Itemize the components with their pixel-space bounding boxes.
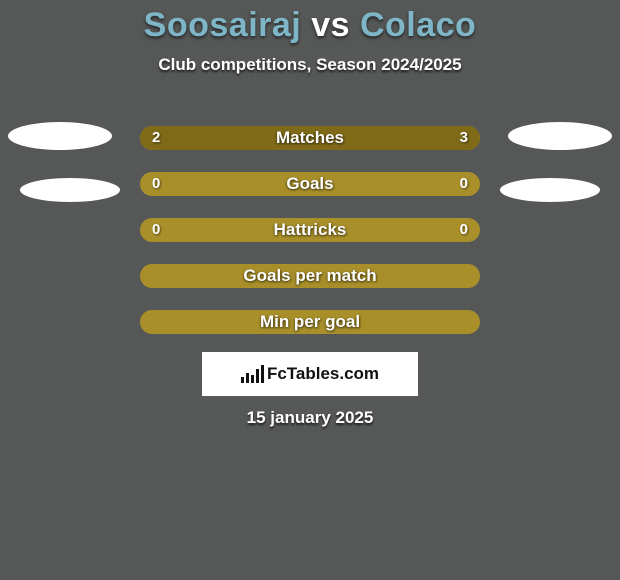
- stat-row: Min per goal: [0, 304, 620, 350]
- comparison-infographic: Soosairaj vs Colaco Club competitions, S…: [0, 0, 620, 580]
- title-vs: vs: [311, 6, 350, 44]
- brand-text: FcTables.com: [267, 364, 379, 384]
- stat-bar-track: [140, 126, 480, 150]
- stat-bar-track: [140, 218, 480, 242]
- stat-bar-fill-left: [140, 126, 276, 150]
- stat-row: Goals00: [0, 166, 620, 212]
- stat-row: Goals per match: [0, 258, 620, 304]
- stat-bar-fill-right: [276, 126, 480, 150]
- stat-value-left: 0: [152, 218, 160, 242]
- title-player1: Soosairaj: [144, 6, 302, 44]
- brand-box: FcTables.com: [202, 352, 418, 396]
- title-player2: Colaco: [360, 6, 476, 44]
- stat-value-right: 0: [460, 218, 468, 242]
- stat-value-right: 3: [460, 126, 468, 150]
- stat-bar-track: [140, 172, 480, 196]
- stat-row: Matches23: [0, 120, 620, 166]
- page-title: Soosairaj vs Colaco: [0, 0, 620, 45]
- stat-value-right: 0: [460, 172, 468, 196]
- date-line: 15 january 2025: [0, 408, 620, 428]
- stat-value-left: 2: [152, 126, 160, 150]
- subtitle: Club competitions, Season 2024/2025: [0, 55, 620, 75]
- stat-value-left: 0: [152, 172, 160, 196]
- stat-bar-track: [140, 310, 480, 334]
- stat-bar-track: [140, 264, 480, 288]
- stat-row: Hattricks00: [0, 212, 620, 258]
- bar-chart-icon: [241, 365, 263, 383]
- stat-rows: Matches23Goals00Hattricks00Goals per mat…: [0, 120, 620, 350]
